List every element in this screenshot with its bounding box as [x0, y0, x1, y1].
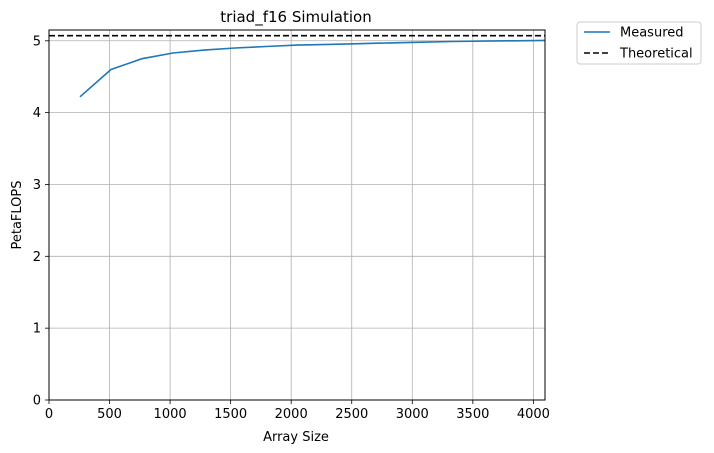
y-tick-label: 5: [33, 34, 41, 49]
x-tick-label: 500: [97, 407, 122, 422]
x-tick-label: 1000: [154, 407, 187, 422]
legend-label: Measured: [620, 26, 684, 41]
x-tick-label: 4000: [517, 407, 550, 422]
x-tick-label: 3500: [456, 407, 489, 422]
x-tick-label: 2500: [335, 407, 368, 422]
plot-frame: [48, 29, 546, 401]
y-tick-label: 2: [33, 250, 41, 265]
x-tick-label: 2000: [275, 407, 308, 422]
y-tick-label: 4: [33, 106, 41, 121]
y-tick-label: 0: [33, 394, 41, 409]
y-tick-label: 3: [33, 178, 41, 193]
x-tick-label: 1500: [214, 407, 247, 422]
x-tick-label: 0: [45, 407, 53, 422]
plot-series: [49, 34, 546, 98]
chart-title: triad_f16 Simulation: [220, 8, 371, 27]
x-axis: 0 500 1000 1500 2000 2500 3000 3500 4000: [45, 400, 550, 422]
y-tick-label: 1: [33, 322, 41, 337]
legend: Measured Theoretical: [576, 21, 702, 65]
legend-label: Theoretical: [619, 47, 693, 62]
series-line-measured: [79, 39, 546, 98]
grid-lines: [48, 30, 545, 401]
y-axis-label: PetaFLOPS: [10, 180, 25, 249]
x-tick-label: 3000: [396, 407, 429, 422]
x-axis-label: Array Size: [263, 430, 329, 445]
y-axis: 0 1 2 3 4 5: [33, 34, 49, 409]
